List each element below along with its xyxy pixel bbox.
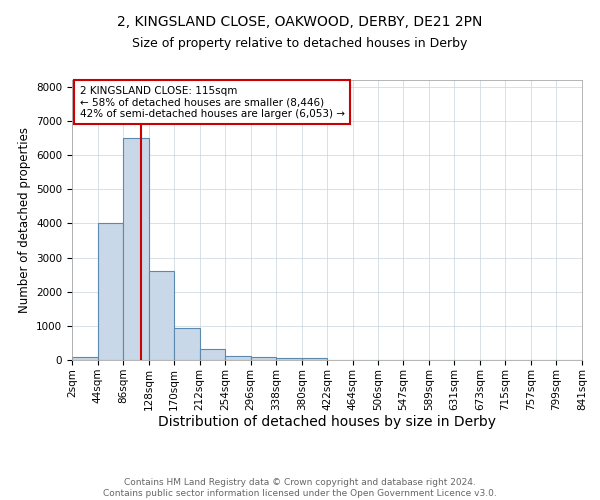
Bar	[251, 356, 276, 360]
X-axis label: Distribution of detached houses by size in Derby: Distribution of detached houses by size …	[158, 416, 496, 430]
Bar	[200, 349, 225, 360]
Text: 2, KINGSLAND CLOSE, OAKWOOD, DERBY, DE21 2PN: 2, KINGSLAND CLOSE, OAKWOOD, DERBY, DE21…	[118, 15, 482, 29]
Bar	[302, 358, 328, 360]
Y-axis label: Number of detached properties: Number of detached properties	[17, 127, 31, 313]
Text: 2 KINGSLAND CLOSE: 115sqm
← 58% of detached houses are smaller (8,446)
42% of se: 2 KINGSLAND CLOSE: 115sqm ← 58% of detac…	[80, 86, 344, 119]
Bar	[225, 356, 251, 360]
Bar	[149, 271, 174, 360]
Bar	[276, 358, 302, 360]
Bar	[72, 356, 98, 360]
Text: Size of property relative to detached houses in Derby: Size of property relative to detached ho…	[133, 38, 467, 51]
Bar	[174, 328, 200, 360]
Text: Contains HM Land Registry data © Crown copyright and database right 2024.
Contai: Contains HM Land Registry data © Crown c…	[103, 478, 497, 498]
Bar	[123, 138, 149, 360]
Bar	[98, 224, 123, 360]
